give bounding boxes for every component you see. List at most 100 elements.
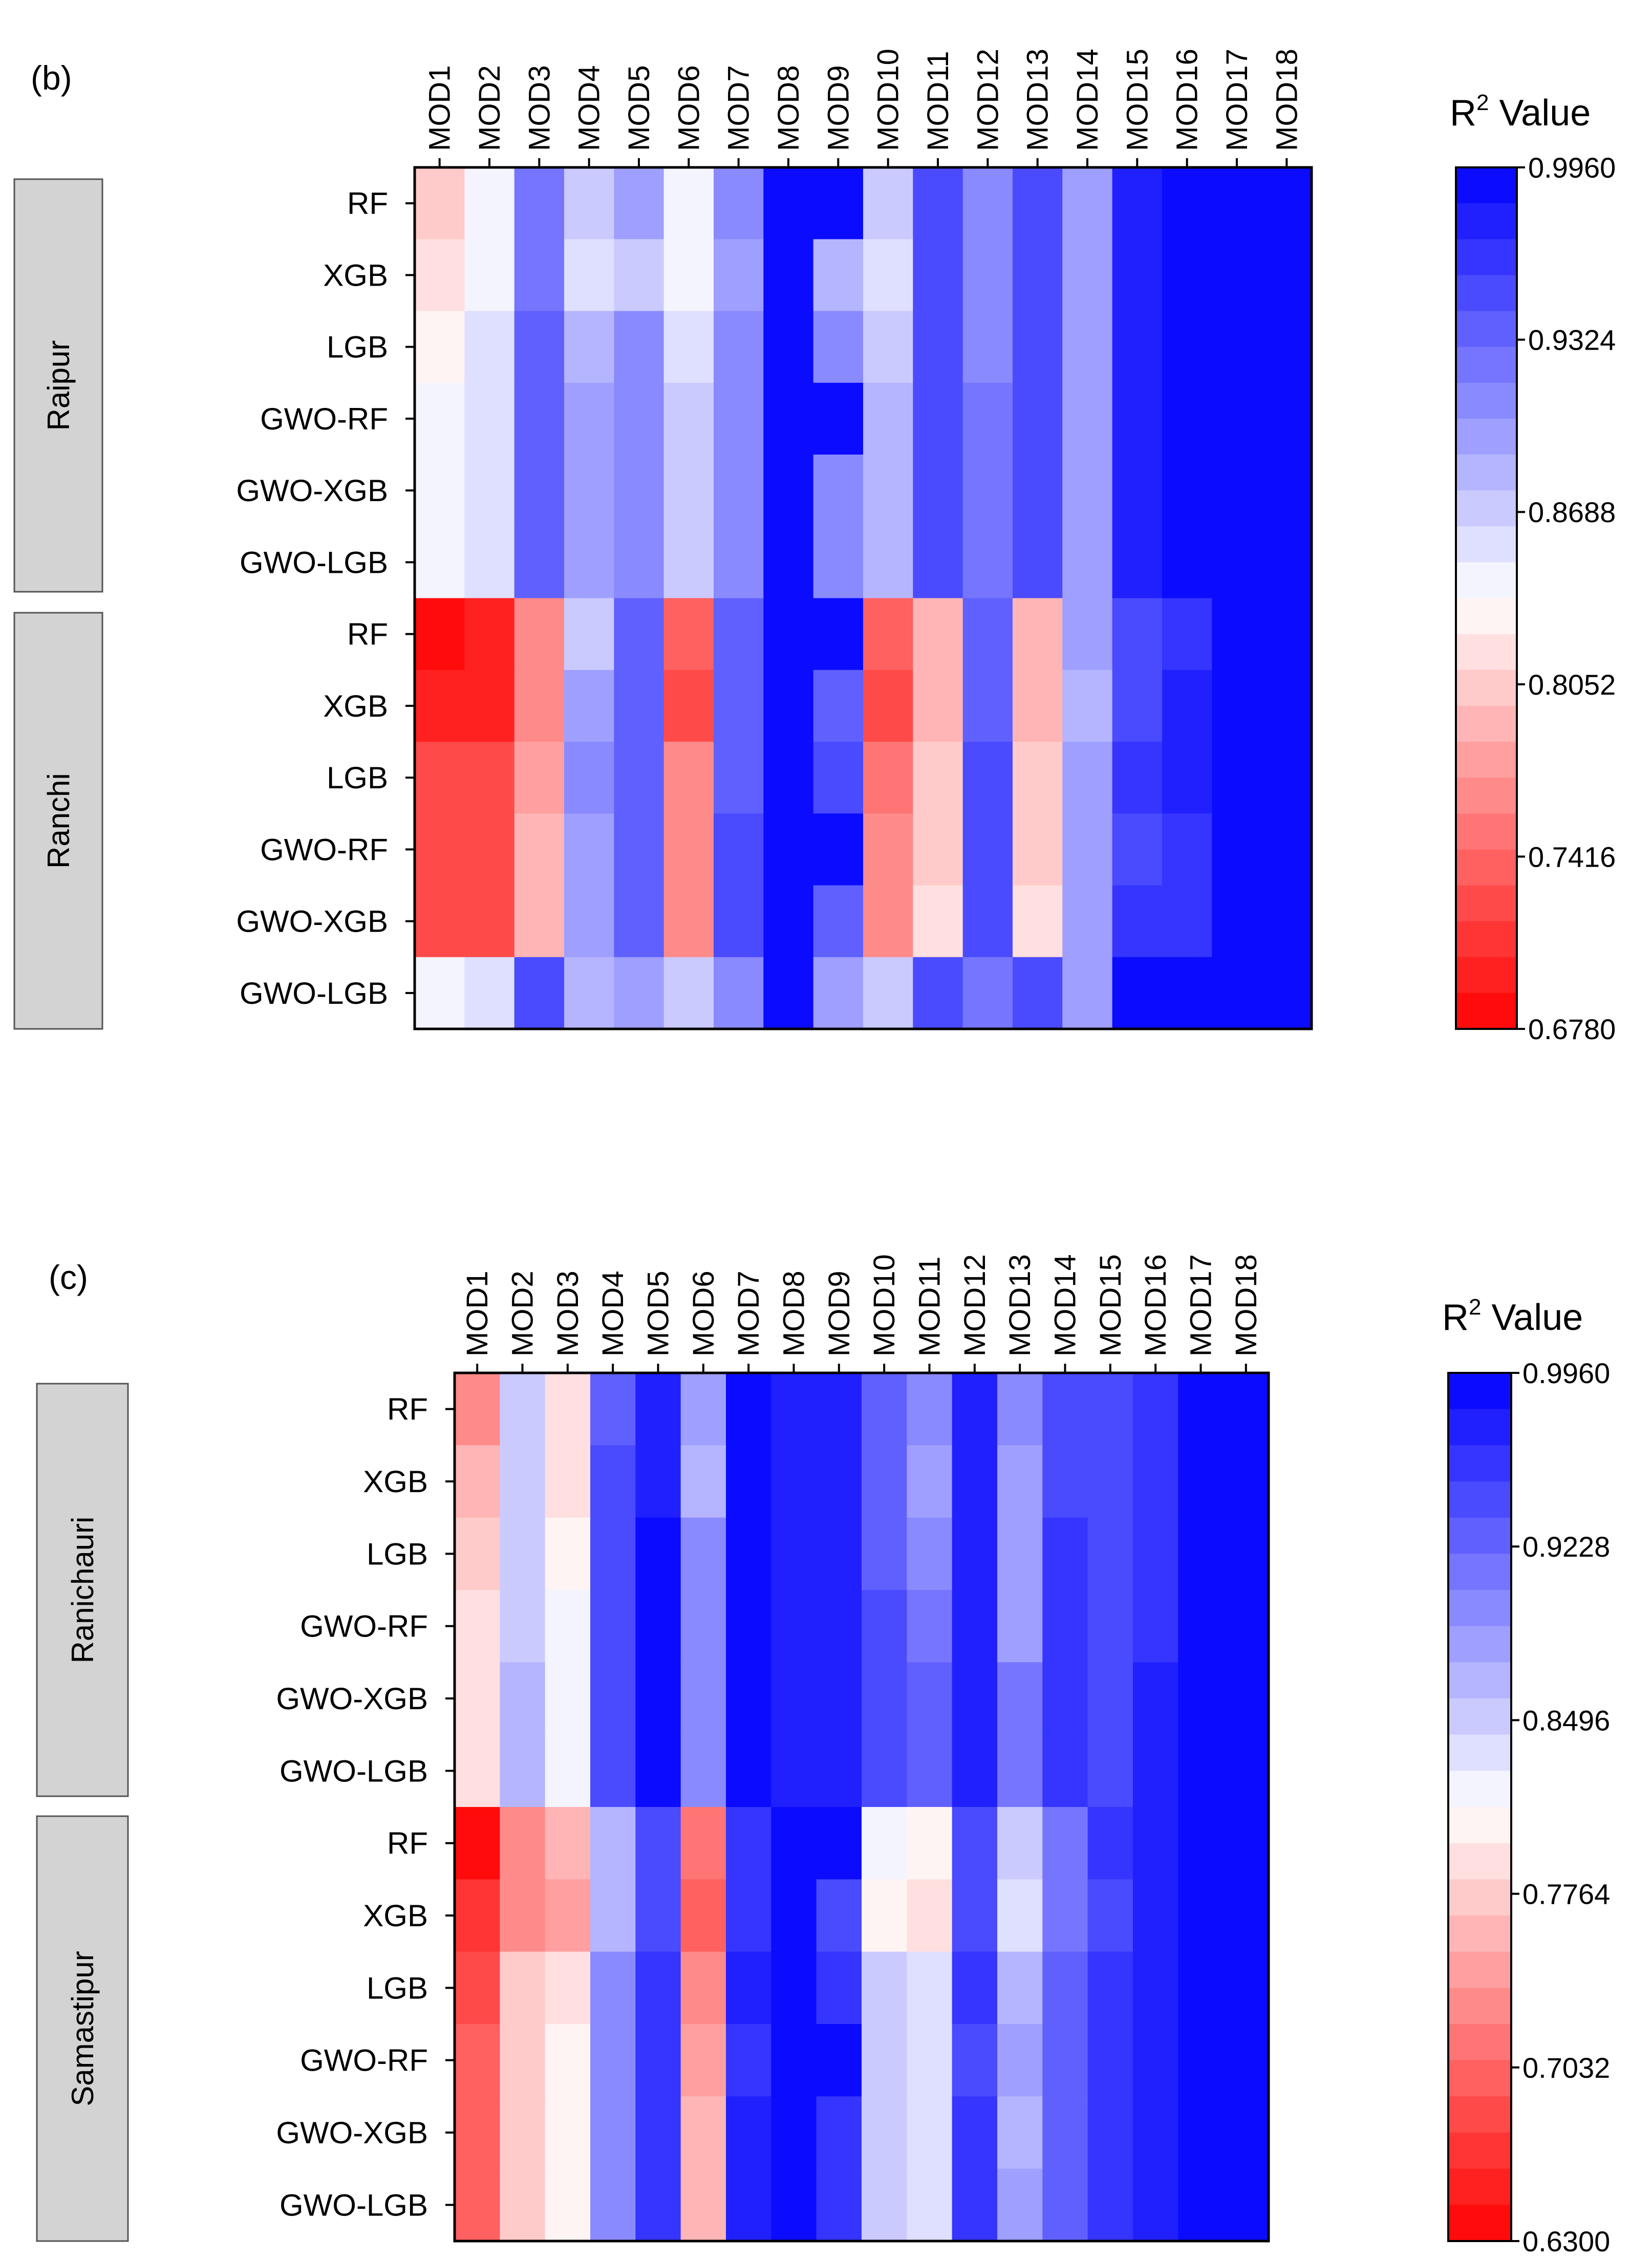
heatmap-cell (997, 2168, 1043, 2242)
heatmap-cell (614, 167, 664, 240)
y-tick-label: RF (347, 617, 388, 652)
heatmap-cell (962, 742, 1013, 814)
heatmap-cell (816, 1373, 862, 1446)
heatmap-cell (514, 885, 565, 958)
heatmap-cell (635, 1662, 681, 1735)
heatmap-cell (862, 1590, 907, 1663)
y-tick-label: LGB (327, 761, 388, 795)
x-tick-label: MOD8 (778, 1271, 811, 1357)
x-tick-label: MOD18 (1270, 49, 1303, 151)
heatmap-cell (1133, 2096, 1178, 2169)
colorbar-title: R2 Value (1442, 1295, 1583, 1338)
heatmap-cell (455, 1734, 500, 1807)
x-tick-label: MOD9 (822, 65, 855, 151)
heatmap-cell (1087, 1590, 1133, 1663)
heatmap-cell (863, 526, 913, 599)
heatmap-cell (1042, 1879, 1088, 1952)
heatmap-cell (863, 957, 913, 1029)
heatmap-cell (1133, 1734, 1178, 1807)
heatmap-cell (714, 598, 764, 671)
heatmap-cell (1162, 598, 1212, 671)
heatmap-cell (1162, 742, 1212, 814)
colorbar-step (1456, 275, 1517, 312)
heatmap-cell (1087, 1879, 1133, 1952)
heatmap-cell (1178, 2096, 1224, 2169)
heatmap-cell (863, 598, 913, 671)
heatmap-cell (680, 1807, 726, 1880)
heatmap-cell (1223, 1951, 1269, 2025)
heatmap-cell (635, 1951, 681, 2025)
heatmap-cell (907, 1517, 953, 1590)
heatmap-cell (714, 526, 764, 599)
heatmap-cell (1212, 311, 1262, 383)
heatmap-cell (763, 239, 814, 312)
heatmap-cell (1112, 670, 1163, 742)
heatmap-cell (771, 1517, 817, 1590)
colorbar-tick-label: 0.9960 (1528, 152, 1616, 184)
colorbar-step (1448, 1554, 1511, 1590)
heatmap-cell (1133, 1517, 1178, 1590)
heatmap-cell (813, 239, 864, 312)
heatmap-cell (590, 1590, 636, 1663)
x-tick-label: MOD4 (596, 1271, 630, 1357)
heatmap-cell (763, 957, 814, 1029)
x-tick-label: MOD5 (623, 65, 656, 151)
heatmap-cell (962, 598, 1013, 671)
colorbar-step (1448, 1590, 1511, 1627)
heatmap-cell (635, 2168, 681, 2242)
heatmap-cell (464, 813, 515, 886)
heatmap-cell (863, 742, 913, 814)
heatmap-cell (590, 2024, 636, 2097)
colorbar-step (1456, 526, 1517, 563)
heatmap-cell (913, 742, 963, 814)
heatmap-cell (862, 1734, 907, 1807)
heatmap-cell (1062, 382, 1113, 455)
heatmap-cell (590, 1879, 636, 1952)
heatmap-cell (1162, 885, 1212, 958)
heatmap-cell (1042, 1662, 1088, 1735)
heatmap-cell (1162, 670, 1212, 742)
heatmap-cell (464, 311, 515, 383)
heatmap-cell (816, 2024, 862, 2097)
y-tick-label: GWO-XGB (236, 905, 388, 939)
heatmap-cell (464, 742, 515, 814)
heatmap-cell (1013, 239, 1063, 312)
heatmap-cell (962, 167, 1013, 240)
heatmap-cell (564, 526, 614, 599)
heatmap-cell (1261, 311, 1312, 383)
colorbar-step (1448, 1915, 1511, 1952)
heatmap-cell (1212, 670, 1262, 742)
heatmap-cell (714, 239, 764, 312)
heatmap-cell (816, 1951, 862, 2025)
heatmap-cell (1112, 742, 1163, 814)
heatmap-cell (813, 885, 864, 958)
heatmap-cell (763, 455, 814, 527)
heatmap-cell (1178, 2168, 1224, 2242)
heatmap-cell (415, 670, 465, 742)
heatmap-cell (771, 1445, 817, 1518)
heatmap-cell (813, 598, 864, 671)
x-tick-label: MOD8 (772, 65, 805, 151)
heatmap-cell (680, 1662, 726, 1735)
colorbar-tick-label: 0.8688 (1528, 496, 1616, 528)
heatmap-cell (763, 311, 814, 383)
heatmap-cell (1178, 1517, 1224, 1590)
group-label: Ranichauri (66, 1517, 100, 1664)
heatmap-cell (1112, 239, 1163, 312)
heatmap-cell (913, 598, 963, 671)
heatmap-cell (1087, 2024, 1133, 2097)
heatmap-cell (590, 2168, 636, 2242)
heatmap-cell (1112, 957, 1163, 1029)
heatmap-cell (545, 1734, 591, 1807)
heatmap-cell (1087, 1734, 1133, 1807)
heatmap-cell (614, 382, 664, 455)
heatmap-cell (1013, 382, 1063, 455)
heatmap-cell (863, 167, 913, 240)
heatmap-cell (1212, 382, 1262, 455)
heatmap-cell (590, 1445, 636, 1518)
heatmap-cell (545, 1662, 591, 1735)
heatmap-cell (1162, 526, 1212, 599)
heatmap-cell (415, 311, 465, 383)
heatmap-cell (962, 957, 1013, 1029)
heatmap-cell (514, 670, 565, 742)
